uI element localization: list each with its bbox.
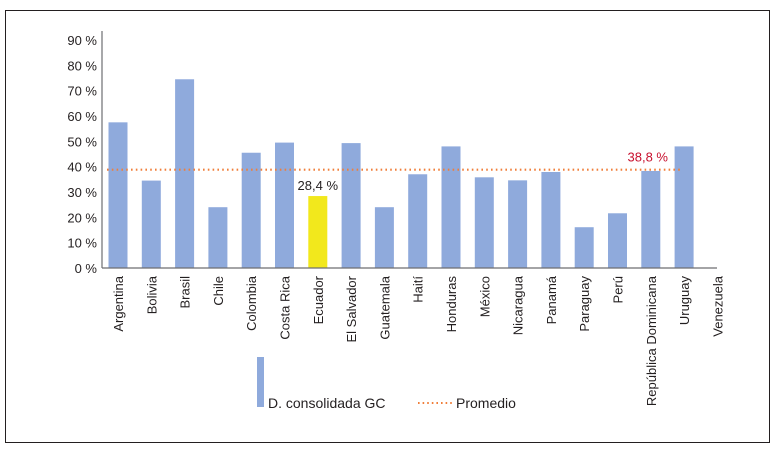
bars [108,79,694,269]
y-tick-label: 50 % [67,134,97,149]
x-tick-label: Ecuador [311,275,326,324]
x-tick-label: Chile [211,276,226,306]
bar [574,227,594,268]
x-tick-label: Costa Rica [278,275,293,339]
bar [508,180,528,268]
y-axis-ticks: 0 % 10 % 20 % 30 % 40 % 50 % 60 % 70 % 80 % 90 % [67,33,97,276]
x-tick-label: República Dominicana [644,275,659,406]
bar [474,177,494,268]
y-tick-label: 10 % [67,236,97,251]
x-tick-label: Argentina [111,275,126,331]
bar [608,213,627,268]
x-tick-label: Honduras [444,276,459,333]
average-value-label: 38,8 % [628,150,669,165]
annotations: 28,4 % 38,8 % [298,150,669,193]
legend-label-average: Promedio [456,395,516,411]
bar [441,146,461,268]
x-tick-label: Brasil [178,276,193,309]
x-tick-label: Uruguay [677,276,692,326]
bar [641,170,661,268]
x-tick-label: Panamá [544,275,559,324]
ecuador-value-label: 28,4 % [298,178,339,193]
x-tick-label: Venezuela [710,275,725,336]
x-tick-label: Paraguay [577,276,592,332]
bar [308,196,328,268]
y-tick-label: 40 % [67,160,97,175]
x-tick-label: El Salvador [344,275,359,342]
y-tick-label: 70 % [67,84,97,99]
bar [275,142,294,268]
bar [541,171,561,268]
y-tick-label: 20 % [67,210,97,225]
x-tick-label: Perú [611,276,626,303]
x-tick-label: Bolivia [144,275,159,314]
x-tick-label: Guatemala [377,275,392,339]
y-tick-label: 80 % [67,58,97,73]
bar [108,122,128,268]
x-tick-label: México [477,276,492,317]
bar [175,79,195,269]
y-tick-label: 60 % [67,109,97,124]
bar [408,174,428,268]
y-tick-label: 0 % [75,261,98,276]
chart-frame [5,10,770,443]
x-tick-label: Colombia [244,275,259,331]
bar [208,207,228,268]
legend-label-bars: D. consolidada GC [268,395,386,411]
bar [674,146,694,268]
x-axis-labels: Argentina Bolivia Brasil Chile Colombia Costa… [111,275,725,406]
x-tick-label: Haití [411,276,426,303]
bar [241,152,261,268]
legend-bar-swatch [257,357,264,407]
bar [374,207,394,268]
bar [141,180,161,268]
bar [341,143,361,268]
y-tick-label: 90 % [67,33,97,48]
legend: D. consolidada GC Promedio [257,357,516,411]
x-tick-label: Nicaragua [511,275,526,335]
y-tick-label: 30 % [67,185,97,200]
